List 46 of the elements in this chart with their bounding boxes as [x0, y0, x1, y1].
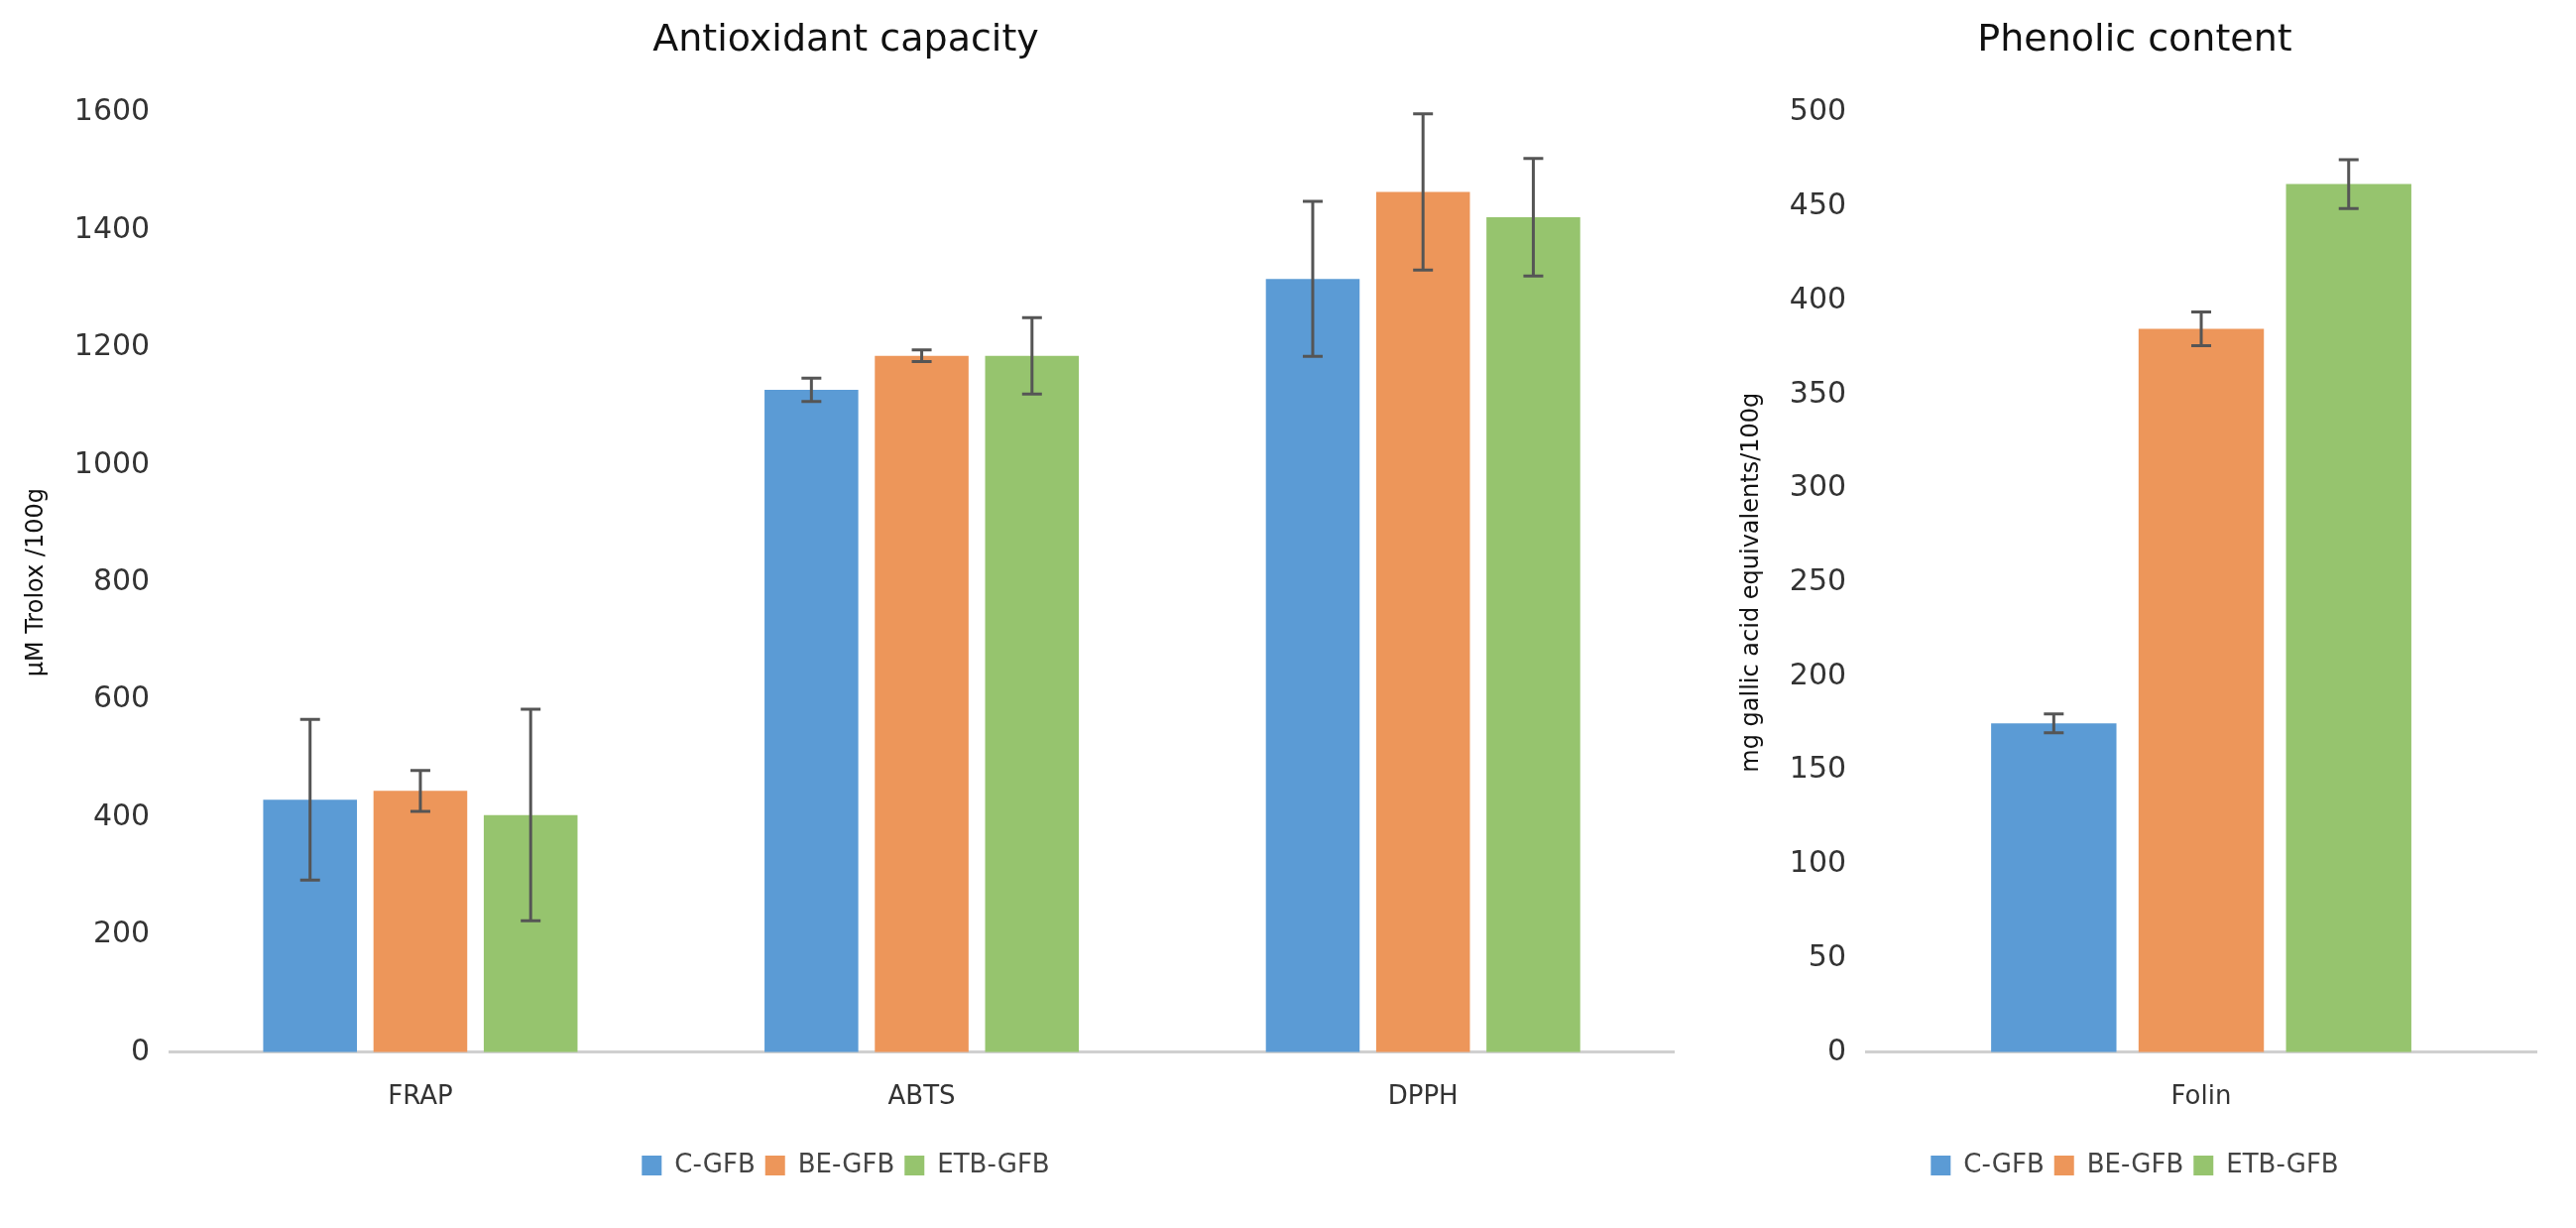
x-tick-label: DPPH [1387, 1080, 1459, 1111]
y-tick-label: 1000 [73, 444, 151, 480]
y-tick-label: 200 [92, 915, 151, 950]
legend-label: BE-GFB [2086, 1148, 2184, 1178]
y-tick-label: 1200 [73, 327, 151, 363]
legend-label: BE-GFB [797, 1148, 895, 1178]
bar [764, 390, 859, 1052]
y-tick-label: 800 [92, 562, 151, 597]
legend-label: C-GFB [674, 1148, 756, 1178]
y-axis-title: µM Trolox /100g [20, 488, 49, 677]
bar [2285, 184, 2411, 1052]
y-tick-label: 50 [1808, 937, 1847, 973]
y-tick-label: 1600 [73, 92, 151, 128]
bar [1375, 191, 1470, 1052]
x-tick-label: Folin [2170, 1080, 2232, 1111]
y-tick-label: 200 [1789, 656, 1847, 691]
bar [483, 814, 578, 1052]
y-tick-label: 250 [1789, 562, 1847, 597]
y-tick-label: 450 [1789, 186, 1847, 222]
y-tick-label: 150 [1789, 750, 1847, 786]
legend-label: C-GFB [1963, 1148, 2045, 1178]
x-tick-label: ABTS [887, 1080, 956, 1111]
y-tick-label: 0 [131, 1032, 151, 1067]
bar [263, 799, 357, 1052]
y-tick-label: 400 [1789, 280, 1847, 315]
legend-label: ETB-GFB [937, 1148, 1050, 1178]
y-tick-label: 500 [1789, 92, 1847, 128]
bar [373, 791, 468, 1052]
y-tick-label: 400 [92, 797, 151, 832]
bar [1265, 279, 1360, 1052]
y-tick-label: 350 [1789, 374, 1847, 410]
bar [2138, 328, 2265, 1052]
y-axis-title: mg gallic acid equivalents/100g [1735, 392, 1764, 773]
y-tick-label: 100 [1789, 844, 1847, 880]
y-tick-label: 600 [92, 679, 151, 715]
legend-label: ETB-GFB [2226, 1148, 2339, 1178]
x-tick-label: FRAP [388, 1080, 453, 1111]
bar [1991, 723, 2117, 1052]
chart-title: Antioxidant capacity [652, 15, 1039, 60]
y-tick-label: 1400 [73, 209, 151, 245]
chart-title: Phenolic content [1977, 15, 2292, 60]
bar [875, 355, 969, 1052]
bar [985, 355, 1080, 1052]
bar [1486, 216, 1581, 1052]
y-tick-label: 300 [1789, 468, 1847, 504]
y-tick-label: 0 [1826, 1032, 1847, 1067]
